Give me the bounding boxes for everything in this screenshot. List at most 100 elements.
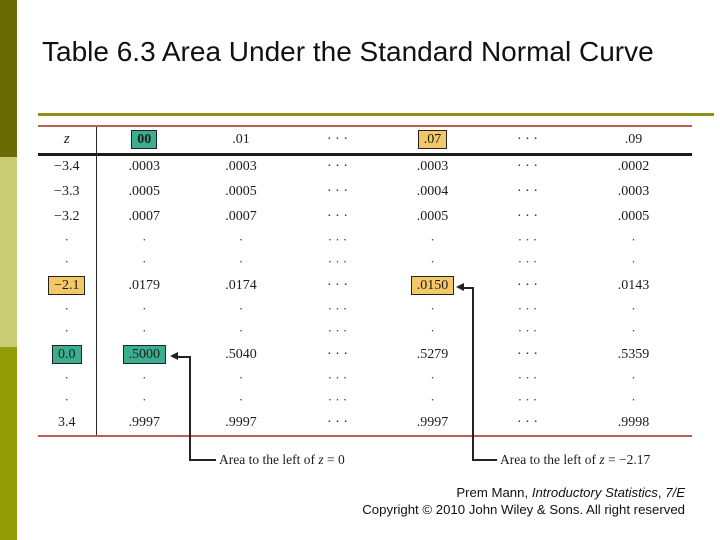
area-value-cell: · · ·	[327, 232, 348, 247]
area-value-cell: · · ·	[517, 277, 538, 293]
area-value-cell: · · ·	[517, 415, 538, 430]
area-value-cell: ·	[430, 392, 435, 407]
z-value-cell: ·	[38, 389, 97, 411]
area-value-cell: ·	[238, 254, 244, 269]
teal-highlight-box: .5000	[122, 345, 166, 364]
table-row: −3.2 .0007 .0007 · · · .0005 · · · .0005	[38, 204, 692, 229]
area-value-cell: .0005	[225, 183, 257, 199]
callout-label-z0: Area to the left of z = 0	[219, 452, 345, 468]
yellow-highlight-box: .07	[417, 130, 448, 150]
area-value-cell: .0004	[416, 183, 449, 199]
area-value-cell: .0005	[128, 183, 161, 199]
area-value-cell: .9998	[617, 415, 650, 430]
table-row: −2.1 .0179 .0174 · · · .0150 · · · .0143	[38, 273, 692, 298]
area-value-cell: ·	[430, 323, 435, 338]
z-value-cell: −3.2	[38, 204, 97, 229]
accent-bar-bottom-segment	[0, 347, 17, 540]
header-cell-07: .07	[385, 126, 480, 154]
area-value-cell: ·	[238, 301, 244, 316]
header-cell-09: .09	[624, 131, 643, 147]
table-continuation-row: · · · · · · · · · · ·	[38, 367, 692, 389]
yellow-highlight-box: .0150	[410, 276, 455, 295]
z-value-cell: ·	[38, 367, 97, 389]
left-arrowhead-icon	[170, 352, 178, 360]
callout-text: = −2.17	[604, 452, 651, 467]
z-value-cell: ·	[38, 229, 97, 251]
z-value-cell: ·	[38, 320, 97, 342]
attribution-book-title: Introductory Statistics	[531, 485, 658, 500]
area-value-cell: · · ·	[517, 232, 538, 247]
area-value-cell: · · ·	[517, 208, 538, 224]
table-header-row: z 00 .01 · · · .07 · · · .09	[38, 126, 692, 154]
header-cell-01: .01	[232, 131, 250, 147]
area-value-cell: · · ·	[327, 346, 348, 362]
z-value-cell: −3.4	[38, 154, 97, 179]
z-value-cell: −2.1	[38, 273, 97, 298]
area-value-cell: ·	[631, 370, 636, 385]
accent-bar-middle-segment	[0, 157, 17, 347]
yellow-highlight-box: −2.1	[48, 276, 86, 295]
callout-line	[463, 287, 473, 289]
area-value-cell: · · ·	[517, 254, 538, 269]
title-underline	[38, 113, 714, 116]
area-value-cell: · · ·	[327, 323, 348, 338]
area-value-cell: · · ·	[327, 254, 348, 269]
area-value-cell: ·	[631, 301, 636, 316]
area-value-cell: · · ·	[517, 392, 538, 407]
area-value-cell: ·	[142, 370, 147, 385]
standard-normal-table: z 00 .01 · · · .07 · · · .09 −3.4 .0003 .0…	[38, 125, 692, 437]
callout-text: = 0	[323, 452, 345, 467]
header-cell-ellipsis: · · ·	[517, 131, 538, 147]
area-value-cell: ·	[142, 392, 147, 407]
callout-line	[189, 356, 191, 460]
area-value-cell: · · ·	[517, 159, 538, 175]
table-continuation-row: · · · · · · · · · · ·	[38, 298, 692, 320]
area-value-cell: · · ·	[517, 183, 538, 199]
area-value-cell: · · ·	[517, 323, 538, 338]
callout-line	[189, 459, 216, 461]
table-row: −3.4 .0003 .0003 · · · .0003 · · · .0002	[38, 154, 692, 179]
callout-text: Area to the left of	[219, 452, 319, 467]
callout-zvar: z	[318, 452, 324, 467]
area-value-cell: · · ·	[327, 392, 348, 407]
area-value-cell: ·	[238, 323, 244, 338]
table-row: 3.4 .9997 .9997 · · · .9997 · · · .9998	[38, 411, 692, 436]
area-value-cell: .0143	[617, 277, 650, 293]
attribution-separator: ,	[657, 485, 666, 500]
header-cell-ellipsis: · · ·	[327, 131, 348, 147]
area-value-cell: ·	[430, 301, 435, 316]
area-value-cell: .0003	[617, 183, 650, 199]
area-value-cell: · · ·	[327, 301, 348, 316]
area-value-cell: .0005	[416, 208, 449, 224]
header-cell-00: 00	[96, 126, 192, 154]
area-value-cell: .0003	[225, 159, 257, 175]
table-continuation-row: · · · · · · · · · · ·	[38, 229, 692, 251]
z-value-cell: ·	[38, 298, 97, 320]
area-value-cell: ·	[631, 254, 636, 269]
area-value-cell: ·	[238, 232, 244, 247]
area-value-cell: .0002	[617, 159, 650, 175]
z-value-cell: 0.0	[38, 342, 97, 367]
area-value-cell: ·	[430, 254, 435, 269]
callout-line	[472, 287, 474, 460]
callout-label-z217: Area to the left of z = −2.17	[500, 452, 650, 468]
slide-accent-bar	[0, 0, 17, 540]
table-row: 0.0 .5000 .5040 · · · .5279 · · · .5359	[38, 342, 692, 367]
area-value-cell: ·	[238, 392, 244, 407]
area-value-cell: .0150	[385, 273, 480, 298]
area-value-cell: .0179	[128, 277, 161, 293]
area-value-cell: ·	[142, 323, 147, 338]
z-value-cell: ·	[38, 251, 97, 273]
area-value-cell: ·	[631, 232, 636, 247]
area-value-cell: · · ·	[327, 159, 348, 175]
table-continuation-row: · · · · · · · · · · ·	[38, 320, 692, 342]
area-value-cell: · · ·	[327, 370, 348, 385]
attribution-footer: Prem Mann, Introductory Statistics, 7/E …	[362, 484, 685, 518]
area-value-cell: · · ·	[517, 301, 538, 316]
attribution-line2: Copyright © 2010 John Wiley & Sons. All …	[362, 502, 685, 517]
callout-text: Area to the left of	[500, 452, 600, 467]
attribution-line1: Prem Mann, Introductory Statistics, 7/E	[362, 484, 685, 501]
area-value-cell: .0007	[128, 208, 161, 224]
area-value-cell: ·	[430, 370, 435, 385]
